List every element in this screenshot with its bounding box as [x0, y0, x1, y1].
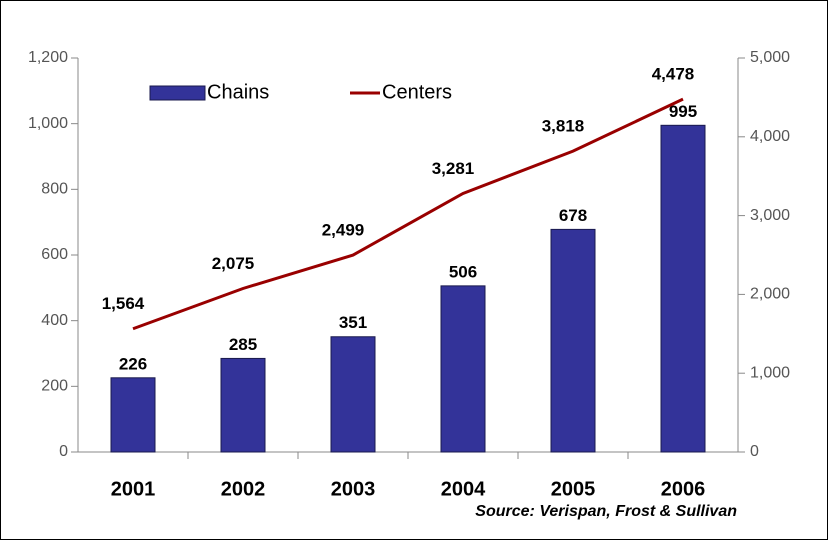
- line-value-label: 2,075: [212, 254, 255, 273]
- y2-tick-label: 0: [750, 443, 759, 460]
- legend-label: Chains: [207, 81, 269, 103]
- y-tick-label: 800: [41, 181, 68, 198]
- x-tick-label: 2002: [221, 478, 266, 500]
- line: [132, 97, 684, 331]
- source-note: Source: Verispan, Frost & Sullivan: [475, 503, 737, 520]
- y2-tick-label: 3,000: [750, 207, 790, 224]
- y-tick-label: 1,000: [28, 115, 68, 132]
- bar-value-label: 285: [229, 335, 257, 354]
- y2-tick-label: 5,000: [750, 49, 790, 66]
- line-value-label: 1,564: [102, 294, 145, 313]
- y-tick-label: 600: [41, 246, 68, 263]
- line-value-label: 3,281: [432, 159, 475, 178]
- bar: [220, 357, 266, 453]
- bar: [550, 228, 596, 453]
- line-value-label: 4,478: [652, 65, 695, 84]
- x-tick-label: 2003: [331, 478, 376, 500]
- x-tick-label: 2004: [441, 478, 486, 500]
- bar-value-label: 506: [449, 262, 477, 281]
- bar: [660, 124, 706, 453]
- legend-label: Centers: [382, 81, 452, 103]
- y-tick-label: 0: [59, 443, 68, 460]
- bar: [110, 377, 156, 453]
- bar: [330, 336, 376, 453]
- x-tick-label: 2005: [551, 478, 596, 500]
- legend-swatch: [149, 85, 206, 101]
- bar-value-label: 226: [119, 354, 147, 373]
- y2-tick-label: 4,000: [750, 128, 790, 145]
- x-tick-label: 2006: [661, 478, 706, 500]
- bar-value-label: 351: [339, 313, 367, 332]
- y-tick-label: 1,200: [28, 49, 68, 66]
- y2-tick-label: 2,000: [750, 286, 790, 303]
- y-tick-label: 400: [41, 312, 68, 329]
- y2-tick-label: 1,000: [750, 364, 790, 381]
- x-tick-label: 2001: [111, 478, 156, 500]
- y-tick-label: 200: [41, 378, 68, 395]
- line-value-label: 2,499: [322, 221, 365, 240]
- bar-value-label: 995: [669, 102, 697, 121]
- line-value-label: 3,818: [542, 117, 585, 136]
- bar: [440, 285, 486, 453]
- bar-value-label: 678: [559, 206, 587, 225]
